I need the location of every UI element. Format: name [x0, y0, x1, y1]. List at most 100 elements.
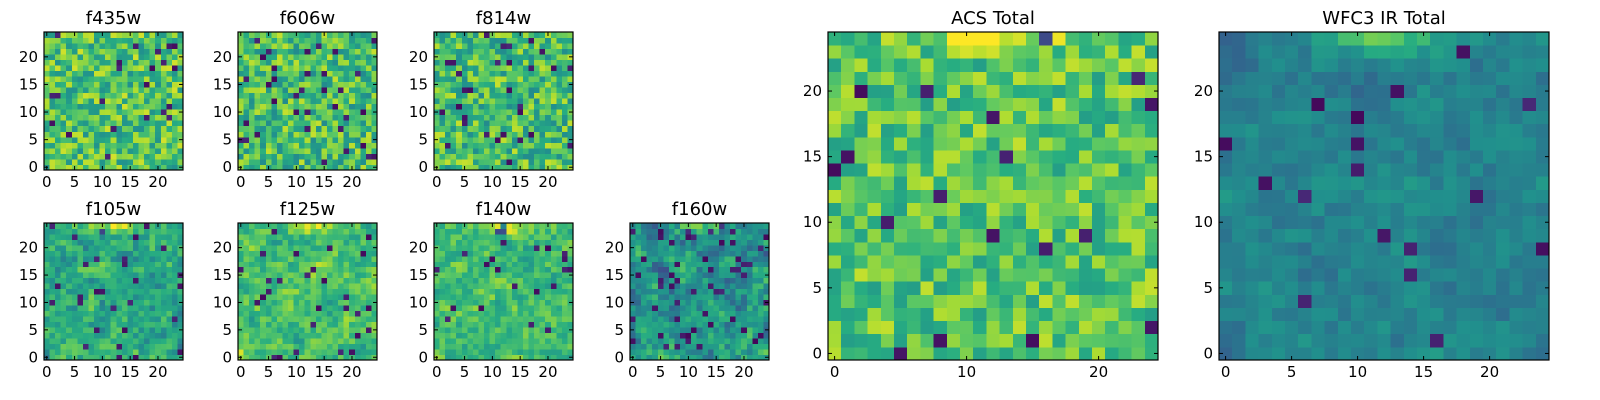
heatmap-cell: [461, 305, 468, 312]
heatmap-cell: [461, 332, 468, 339]
heatmap-cell: [663, 316, 670, 323]
heatmap-cell: [880, 163, 895, 177]
heatmap-cell: [132, 54, 139, 60]
heatmap-cell: [293, 87, 300, 94]
heatmap-cell: [724, 244, 731, 251]
heatmap-cell: [110, 343, 117, 350]
heatmap-cell: [171, 109, 178, 116]
heatmap-cell: [332, 223, 339, 229]
heatmap-cell: [550, 233, 557, 240]
heatmap-cell: [315, 109, 322, 116]
heatmap-cell: [365, 316, 372, 323]
heatmap-cell: [310, 349, 317, 355]
heatmap-cell: [741, 283, 748, 290]
heatmap-cell: [332, 43, 339, 49]
heatmap-cell: [55, 76, 62, 83]
heatmap-cell: [561, 158, 568, 165]
heatmap-cell: [545, 299, 552, 306]
heatmap-cell: [702, 343, 709, 350]
heatmap-cell: [360, 37, 367, 44]
heatmap-cell: [517, 103, 524, 110]
heatmap-cell: [500, 261, 507, 268]
heatmap-cell: [920, 255, 934, 269]
heatmap-cell: [746, 354, 753, 361]
heatmap-cell: [550, 239, 557, 246]
heatmap-cell: [55, 48, 62, 55]
heatmap-cell: [691, 294, 698, 301]
heatmap-cell: [445, 316, 452, 323]
heatmap-cell: [144, 120, 151, 127]
heatmap-cell: [445, 343, 452, 350]
heatmap-cell: [260, 321, 267, 328]
heatmap-cell: [561, 59, 568, 66]
heatmap-cell: [149, 310, 156, 317]
heatmap-cell: [177, 310, 184, 317]
heatmap-cell: [77, 261, 84, 268]
heatmap-cell: [299, 294, 306, 301]
heatmap-cell: [338, 299, 345, 306]
heatmap-cell: [354, 299, 361, 306]
heatmap-cell: [77, 48, 84, 55]
heatmap-cell: [472, 98, 479, 105]
heatmap-cell: [550, 125, 557, 132]
heatmap-cell: [116, 32, 123, 38]
heatmap-cell: [511, 142, 518, 149]
heatmap-cell: [495, 142, 502, 149]
heatmap-cell: [506, 233, 513, 240]
heatmap-cell: [354, 239, 361, 246]
heatmap-cell: [99, 244, 106, 251]
heatmap-cell: [1105, 268, 1119, 282]
heatmap-cell: [149, 125, 156, 132]
heatmap-cell: [456, 158, 463, 165]
heatmap-cell: [299, 310, 306, 317]
heatmap-cell: [260, 81, 267, 88]
heatmap-cell: [630, 261, 636, 268]
heatmap-cell: [127, 37, 134, 44]
heatmap-cell: [371, 147, 378, 154]
heatmap-cell: [55, 305, 62, 312]
heatmap-cell: [44, 37, 50, 44]
heatmap-cell: [177, 316, 184, 323]
heatmap-cell: [299, 164, 306, 171]
heatmap-cell: [550, 142, 557, 149]
heatmap-cell: [82, 233, 89, 240]
heatmap-cell: [456, 310, 463, 317]
heatmap-cell: [1012, 176, 1027, 190]
heatmap-cell: [445, 59, 452, 66]
heatmap-cell: [986, 228, 1000, 243]
heatmap-cell: [166, 65, 173, 72]
heatmap-cell: [105, 131, 112, 138]
heatmap-cell: [60, 147, 67, 154]
heatmap-cell: [99, 228, 106, 235]
heatmap-cell: [1012, 215, 1027, 230]
heatmap-cell: [149, 43, 156, 49]
heatmap-cell: [545, 43, 552, 49]
x-tick-label: 15: [511, 363, 530, 381]
heatmap-cell: [94, 266, 100, 273]
heatmap-cell: [1026, 202, 1040, 217]
heatmap-cell: [680, 305, 686, 312]
heatmap-cell: [149, 294, 156, 301]
heatmap-cell: [724, 316, 731, 323]
heatmap-cell: [138, 103, 145, 110]
heatmap-cell: [439, 228, 446, 235]
heatmap-cell: [828, 346, 842, 361]
heatmap-cell: [556, 244, 563, 251]
heatmap-cell: [260, 153, 267, 160]
heatmap-cell: [635, 321, 642, 328]
heatmap-cell: [1118, 176, 1132, 190]
heatmap-cell: [254, 255, 261, 262]
heatmap-cell: [467, 255, 474, 262]
heatmap-cell: [315, 98, 322, 105]
heatmap-cell: [249, 349, 256, 355]
heatmap-cell: [177, 92, 184, 99]
heatmap-cell: [155, 277, 162, 284]
heatmap-cell: [138, 277, 145, 284]
heatmap-cell: [763, 283, 770, 290]
heatmap-cell: [461, 250, 468, 257]
heatmap-cell: [254, 266, 261, 273]
heatmap-cell: [271, 233, 278, 240]
heatmap-cell: [293, 131, 300, 138]
heatmap-cell: [960, 228, 974, 243]
heatmap-cell: [338, 147, 345, 154]
